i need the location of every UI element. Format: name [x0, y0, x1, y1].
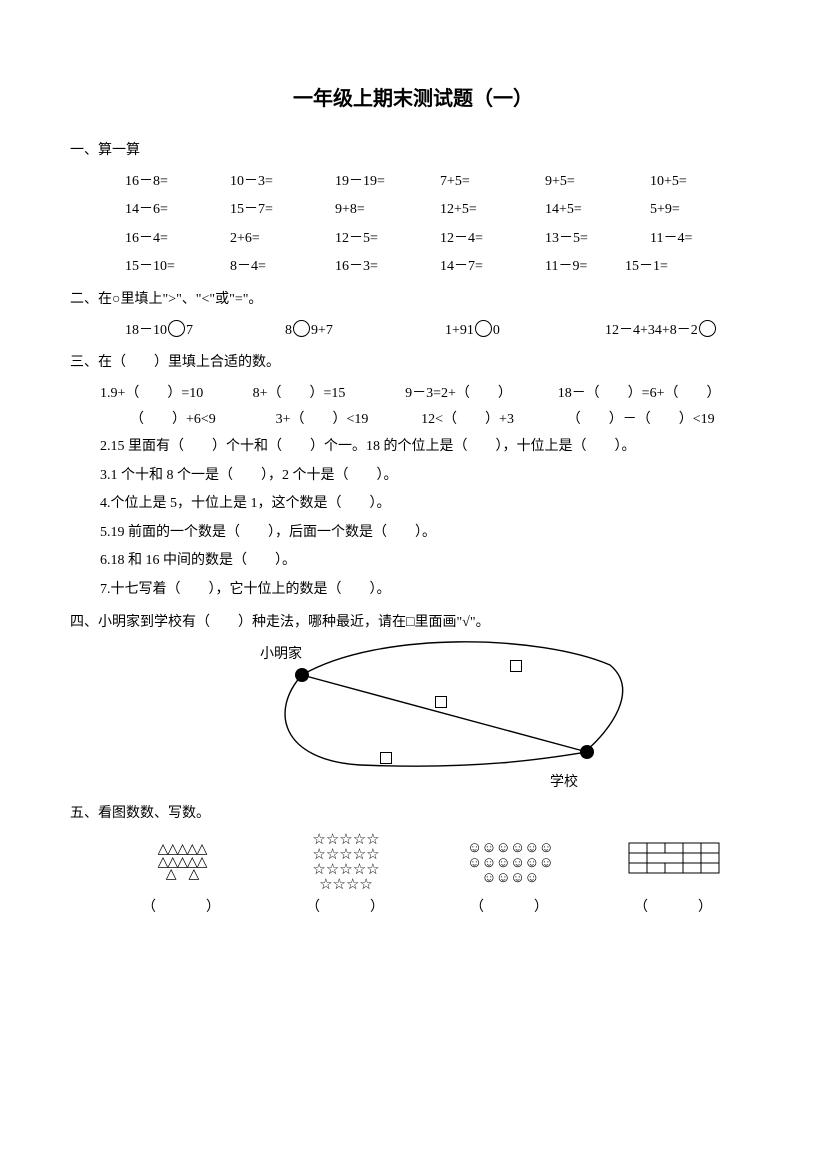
path-straight [302, 675, 587, 752]
circle-blank-icon [475, 320, 492, 337]
calc-cell: 13－5= [545, 226, 650, 253]
fill-cell: （ ）－（ ）<19 [567, 407, 756, 434]
fill-row-1a: 1.9+（ ）=10 8+（ ）=15 9－3=2+（ ） 18－（ ）=6+（… [70, 381, 756, 408]
school-label: 学校 [550, 770, 578, 797]
school-dot-icon [580, 745, 594, 759]
circle-blank-icon [293, 320, 310, 337]
q3-4: 4.个位上是 5，十位上是 1，这个数是（ ）。 [70, 491, 756, 518]
calc-cell: 9+5= [545, 169, 650, 196]
calc-cell: 15－10= [125, 254, 230, 281]
answer-blank: （ ） [428, 895, 592, 922]
count-stars: ☆☆☆☆☆ ☆☆☆☆☆ ☆☆☆☆☆ ☆☆☆☆ （ ） [264, 836, 428, 922]
compare-right: 7 [186, 323, 193, 338]
checkbox-bottom-icon [380, 752, 392, 764]
calc-cell: 12+5= [440, 197, 545, 224]
page-title: 一年级上期末测试题（一） [70, 80, 756, 118]
calc-cell: 14+5= [545, 197, 650, 224]
fill-cell: 8+（ ）=15 [253, 381, 406, 408]
calc-cell: 5+9= [650, 197, 755, 224]
triangles-icon: △△△△△ △△△△△ △ △ [158, 844, 207, 882]
home-dot-icon [295, 668, 309, 682]
compare-item: 18－10 7 [125, 318, 285, 345]
circle-blank-icon [168, 320, 185, 337]
compare-left: 12－4+34+8－2 [605, 323, 698, 338]
compare-item: 8 9+7 [285, 318, 445, 345]
calc-cell: 15－7= [230, 197, 335, 224]
calc-cell: 16－8= [125, 169, 230, 196]
calc-cell: 16－3= [335, 254, 440, 281]
calc-cell: 14－6= [125, 197, 230, 224]
path-top [302, 642, 623, 750]
q3-3: 3.1 个十和 8 个一是（ ），2 个十是（ ）。 [70, 463, 756, 490]
calc-cell: 19－19= [335, 169, 440, 196]
checkbox-top-icon [510, 660, 522, 672]
calc-cell: 16－4= [125, 226, 230, 253]
q3-6: 6.18 和 16 中间的数是（ ）。 [70, 548, 756, 575]
count-row: △△△△△ △△△△△ △ △ （ ） ☆☆☆☆☆ ☆☆☆☆☆ ☆☆☆☆☆ ☆☆… [70, 836, 756, 922]
compare-right: 9+7 [311, 323, 333, 338]
q3-2: 2.15 里面有（ ）个十和（ ）个一。18 的个位上是（ ），十位上是（ ）。 [70, 434, 756, 461]
calc-cell: 12－5= [335, 226, 440, 253]
compare-left: 18－10 [125, 323, 167, 338]
section-4-header: 四、小明家到学校有（ ）种走法，哪种最近，请在□里面画"√"。 [70, 610, 756, 637]
path-bottom [285, 675, 587, 766]
count-faces: ☺☺☺☺☺☺ ☺☺☺☺☺☺ ☺☺☺☺ （ ） [428, 836, 592, 922]
calc-cell: 7+5= [440, 169, 545, 196]
q3-7: 7.十七写着（ ），它十位上的数是（ ）。 [70, 577, 756, 604]
compare-item: 1+91 0 [445, 318, 605, 345]
calc-cell: 8－4= [230, 254, 335, 281]
path-svg [240, 640, 680, 780]
answer-blank: （ ） [100, 895, 264, 922]
section-1-header: 一、算一算 [70, 138, 756, 165]
blocks-icon [624, 838, 724, 888]
calc-grid: 16－8= 10－3= 19－19= 7+5= 9+5= 10+5= 14－6=… [70, 169, 756, 281]
section-2-header: 二、在○里填上">"、"<"或"="。 [70, 287, 756, 314]
fill-cell: （ ）+6<9 [130, 407, 276, 434]
calc-cell: 15－1= [625, 254, 730, 281]
calc-cell: 2+6= [230, 226, 335, 253]
checkbox-mid-icon [435, 696, 447, 708]
calc-cell: 14－7= [440, 254, 545, 281]
compare-left: 1+91 [445, 323, 474, 338]
fill-cell: 9－3=2+（ ） [405, 381, 558, 408]
section-3-header: 三、在（ ）里填上合适的数。 [70, 350, 756, 377]
compare-left: 8 [285, 323, 292, 338]
faces-icon: ☺☺☺☺☺☺ ☺☺☺☺☺☺ ☺☺☺☺ [467, 841, 553, 886]
fill-cell: 3+（ ）<19 [276, 407, 422, 434]
circle-blank-icon [699, 320, 716, 337]
calc-cell: 10－3= [230, 169, 335, 196]
stars-icon: ☆☆☆☆☆ ☆☆☆☆☆ ☆☆☆☆☆ ☆☆☆☆ [312, 833, 379, 893]
compare-row: 18－10 7 8 9+7 1+91 0 12－4+34+8－2 [70, 318, 756, 345]
calc-cell: 9+8= [335, 197, 440, 224]
calc-cell: 10+5= [650, 169, 755, 196]
fill-cell: 12<（ ）+3 [421, 407, 567, 434]
fill-cell: 18－（ ）=6+（ ） [558, 381, 756, 408]
path-diagram: 小明家 学校 [240, 640, 680, 795]
calc-cell: 11－4= [650, 226, 755, 253]
compare-item: 12－4+34+8－2 [605, 318, 805, 345]
count-blocks: （ ） [592, 836, 756, 922]
fill-cell: 1.9+（ ）=10 [100, 381, 253, 408]
answer-blank: （ ） [592, 895, 756, 922]
count-triangles: △△△△△ △△△△△ △ △ （ ） [100, 836, 264, 922]
q3-5: 5.19 前面的一个数是（ ），后面一个数是（ ）。 [70, 520, 756, 547]
fill-row-1b: （ ）+6<9 3+（ ）<19 12<（ ）+3 （ ）－（ ）<19 [70, 407, 756, 434]
calc-cell: 12－4= [440, 226, 545, 253]
calc-cell: 11－9= [545, 254, 625, 281]
answer-blank: （ ） [264, 895, 428, 922]
compare-right: 0 [493, 323, 500, 338]
section-5-header: 五、看图数数、写数。 [70, 801, 756, 828]
